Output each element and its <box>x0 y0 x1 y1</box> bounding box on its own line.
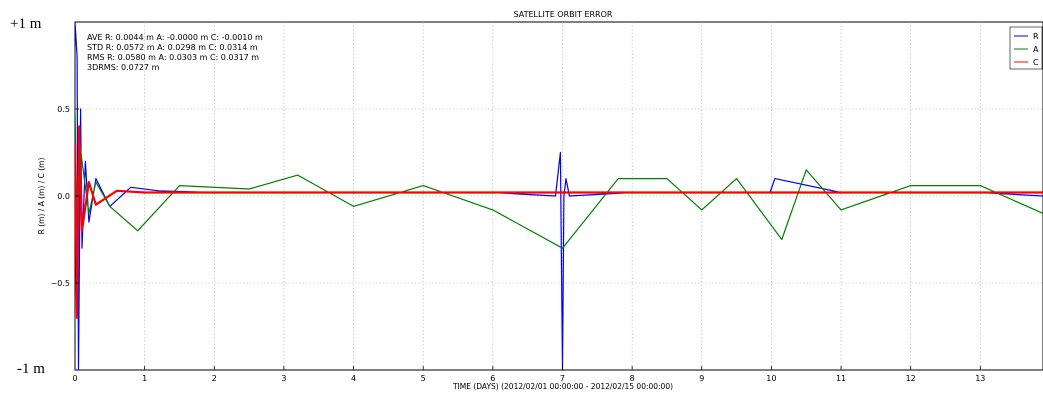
chart-title: SATELLITE ORBIT ERROR <box>514 10 613 19</box>
stats-block: AVE R: 0.0044 m A: -0.0000 m C: -0.0010 … <box>87 33 263 72</box>
x-tick-label: 7 <box>560 374 565 383</box>
grid-lines <box>75 22 1043 370</box>
stats-rms: RMS R: 0.0580 m A: 0.0303 m C: 0.0317 m <box>87 53 259 62</box>
x-tick-label: 13 <box>975 374 985 383</box>
x-axis-label: TIME (DAYS) (2012/02/01 00:00:00 - 2012/… <box>452 382 673 391</box>
y-max-label: +1 m <box>10 16 42 32</box>
x-tick-label: 6 <box>490 374 495 383</box>
x-tick-label: 4 <box>351 374 356 383</box>
y-tick-label: 0.0 <box>57 192 70 201</box>
tick-layer: 0 1 2 3 4 5 6 7 8 9 10 11 12 13−0.50.00.5 <box>51 105 986 383</box>
legend-entry-a: A <box>1033 45 1039 54</box>
x-tick-label: 5 <box>421 374 426 383</box>
x-tick-label: 8 <box>630 374 635 383</box>
y-tick-label: 0.5 <box>57 105 70 114</box>
y-tick-label: −0.5 <box>51 279 70 288</box>
series-line-a <box>75 108 1043 267</box>
stats-3drms: 3DRMS: 0.0727 m <box>87 63 160 72</box>
x-tick-label: 2 <box>212 374 217 383</box>
x-tick-label: 11 <box>836 374 846 383</box>
x-tick-label: 3 <box>281 374 286 383</box>
legend-entry-r: R <box>1033 32 1039 41</box>
x-tick-label: 12 <box>906 374 916 383</box>
series-layer <box>75 22 1043 370</box>
x-tick-label: 1 <box>142 374 147 383</box>
stats-std: STD R: 0.0572 m A: 0.0298 m C: 0.0314 m <box>87 43 258 52</box>
legend: R A C <box>1009 26 1043 70</box>
legend-entry-c: C <box>1033 58 1039 67</box>
stats-ave: AVE R: 0.0044 m A: -0.0000 m C: -0.0010 … <box>87 33 263 42</box>
x-tick-label: 9 <box>699 374 704 383</box>
x-tick-label: 10 <box>766 374 776 383</box>
x-tick-label: 0 <box>72 374 77 383</box>
y-min-label: -1 m <box>17 361 45 377</box>
series-line-c <box>75 125 1043 319</box>
y-axis-label: R (m) / A (m) / C (m) <box>37 158 46 235</box>
